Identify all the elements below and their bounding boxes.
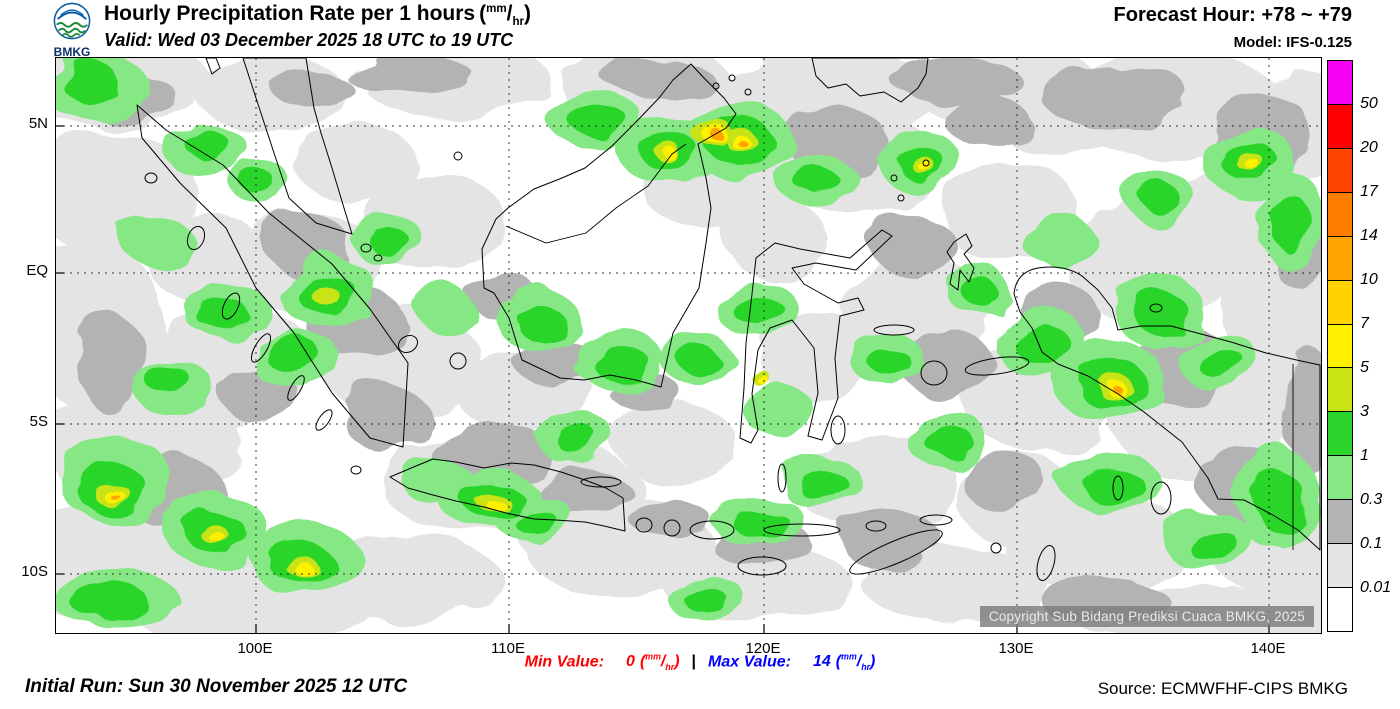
legend-value-label: 10 — [1360, 271, 1378, 288]
legend-segment — [1328, 280, 1352, 325]
legend-segment — [1328, 104, 1352, 149]
legend-segment — [1328, 368, 1352, 413]
legend-segment — [1328, 236, 1352, 281]
color-scale-labels: 50 20 17 14 10 7 5 3 1 0.3 0.1 0.01 — [1360, 60, 1400, 632]
legend-value-label: 3 — [1360, 403, 1369, 420]
legend-value-label: 0.01 — [1360, 579, 1392, 596]
legend-value-label: 14 — [1360, 227, 1378, 244]
lat-label: 10S — [21, 563, 48, 580]
legend-value-label: 0.1 — [1360, 535, 1383, 552]
legend-value-label: 0.3 — [1360, 491, 1383, 508]
legend-segment — [1328, 544, 1352, 589]
legend-value-label: 17 — [1360, 183, 1378, 200]
copyright-watermark: Copyright Sub Bidang Prediksi Cuaca BMKG… — [979, 606, 1314, 627]
lon-label: 100E — [237, 640, 273, 657]
legend-segment — [1328, 412, 1352, 457]
lon-label: 110E — [491, 640, 525, 657]
title-text: Hourly Precipitation Rate per 1 hours — [104, 2, 476, 25]
bmkg-logo-icon — [53, 2, 91, 40]
precipitation-map-svg — [56, 58, 1321, 633]
legend-segment — [1328, 456, 1352, 501]
valid-time-label: Valid: Wed 03 December 2025 18 UTC to 19… — [104, 30, 514, 50]
model-label: Model: IFS-0.125 — [1233, 34, 1352, 51]
precipitation-layer — [56, 58, 1321, 633]
bmkg-logo-label: BMKG — [53, 45, 91, 59]
coastlines — [136, 58, 1321, 582]
source-label: Source: ECMWFHF-CIPS BMKG — [1097, 679, 1348, 698]
legend-value-label: 5 — [1360, 359, 1369, 376]
minmax-separator: | — [691, 653, 696, 671]
legend-segment — [1328, 61, 1352, 105]
bmkg-logo: BMKG — [44, 2, 100, 59]
page-title: Hourly Precipitation Rate per 1 hours (mm… — [104, 2, 531, 28]
legend-value-label: 7 — [1360, 315, 1369, 332]
lat-label: 5S — [29, 413, 48, 430]
min-value: 0 — [626, 653, 635, 671]
min-value-unit: (mm/hr) — [639, 652, 680, 673]
legend-value-label: 1 — [1360, 447, 1369, 464]
title-unit: (mm/hr) — [479, 2, 532, 29]
legend-segment — [1328, 588, 1352, 631]
lon-label: 140E — [1250, 640, 1286, 657]
map-area — [55, 57, 1322, 634]
forecast-hour-label: Forecast Hour: +78 ~ +79 — [1113, 4, 1352, 26]
max-value-label: Max Value: — [708, 653, 791, 671]
legend-segment — [1328, 500, 1352, 545]
lat-label: EQ — [26, 262, 48, 279]
country-borders — [505, 143, 1294, 550]
lat-label: 5N — [28, 115, 48, 132]
minmax-line: Min Value: 0 (mm/hr) | Max Value: 14 (mm/hr) — [0, 652, 1400, 673]
initial-run-label: Initial Run: Sun 30 November 2025 12 UTC — [25, 676, 408, 697]
max-value: 14 — [813, 653, 831, 671]
legend-value-label: 50 — [1360, 95, 1378, 112]
legend-value-label: 20 — [1360, 139, 1378, 156]
legend-segment — [1328, 324, 1352, 369]
max-value-unit: (mm/hr) — [835, 652, 876, 673]
min-value-label: Min Value: — [524, 653, 605, 671]
color-scale-bar — [1327, 60, 1353, 632]
lon-label: 130E — [998, 640, 1034, 657]
lon-label: 120E — [745, 640, 781, 657]
legend-segment — [1328, 192, 1352, 237]
legend-segment — [1328, 148, 1352, 193]
